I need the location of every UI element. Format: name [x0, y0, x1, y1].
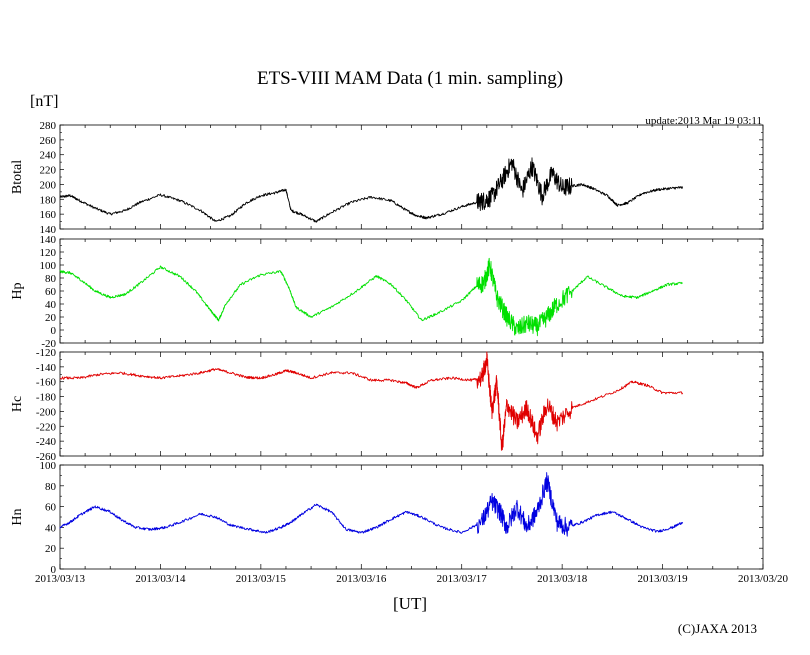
y-tick-label: 60 [45, 286, 57, 298]
series-line-btotal [59, 157, 684, 223]
y-tick-label: 0 [51, 564, 57, 576]
y-tick-label: 80 [45, 273, 57, 285]
y-tick-label: -20 [41, 338, 56, 350]
y-tick-label: 240 [40, 150, 57, 162]
y-tick-label: 0 [51, 325, 57, 337]
y-axis-label-hp: Hp [10, 282, 25, 299]
x-tick-label: 2013/03/20 [738, 573, 789, 585]
x-tick-label: 2013/03/15 [236, 573, 287, 585]
y-axis-label-hc: Hc [10, 396, 25, 412]
y-tick-label: 60 [45, 502, 57, 514]
y-tick-label: 20 [45, 543, 57, 555]
y-tick-label: -180 [36, 392, 57, 404]
x-tick-label: 2013/03/17 [437, 573, 488, 585]
x-tick-label: 2013/03/16 [336, 573, 387, 585]
y-axis-label-hn: Hn [10, 508, 25, 525]
y-tick-label: 140 [40, 224, 57, 236]
y-tick-label: 120 [40, 247, 57, 259]
y-tick-label: 260 [40, 135, 57, 147]
y-axis-label-btotal: Btotal [10, 160, 25, 194]
copyright: (C)JAXA 2013 [678, 621, 757, 636]
y-tick-label: 280 [40, 120, 57, 132]
y-tick-label: -200 [36, 406, 57, 418]
x-tick-label: 2013/03/19 [638, 573, 689, 585]
y-tick-label: -260 [36, 451, 57, 463]
y-tick-label: 200 [40, 179, 57, 191]
y-tick-label: 40 [45, 522, 57, 534]
x-tick-label: 2013/03/14 [135, 573, 186, 585]
panel-frame-hc [59, 351, 764, 457]
y-tick-label: 80 [45, 481, 57, 493]
series-line-hn [59, 472, 684, 537]
y-tick-label: -160 [36, 377, 57, 389]
y-tick-label: 100 [40, 260, 57, 272]
unit-label: [nT] [30, 93, 58, 110]
x-tick-label: 2013/03/13 [35, 573, 86, 585]
x-tick-label: 2013/03/18 [537, 573, 588, 585]
y-tick-label: -220 [36, 421, 57, 433]
panel-frame-hp [59, 238, 764, 344]
y-tick-label: 40 [45, 299, 57, 311]
panel-frame-hn [59, 464, 764, 570]
y-tick-label: -140 [36, 362, 57, 374]
chart-title: ETS-VIII MAM Data (1 min. sampling) [257, 68, 563, 89]
y-tick-label: -240 [36, 436, 57, 448]
update-label: update:2013 Mar 19 03:11 [645, 115, 762, 127]
y-tick-label: 20 [45, 312, 57, 324]
y-tick-label: -120 [36, 347, 57, 359]
series-line-hp [59, 257, 683, 337]
y-tick-label: 160 [40, 209, 57, 221]
x-axis-label: [UT] [393, 594, 427, 613]
y-tick-label: 180 [40, 194, 57, 206]
y-tick-label: 220 [40, 165, 57, 177]
y-tick-label: 140 [40, 234, 57, 246]
y-tick-label: 100 [40, 460, 57, 472]
series-line-hc [59, 351, 684, 451]
